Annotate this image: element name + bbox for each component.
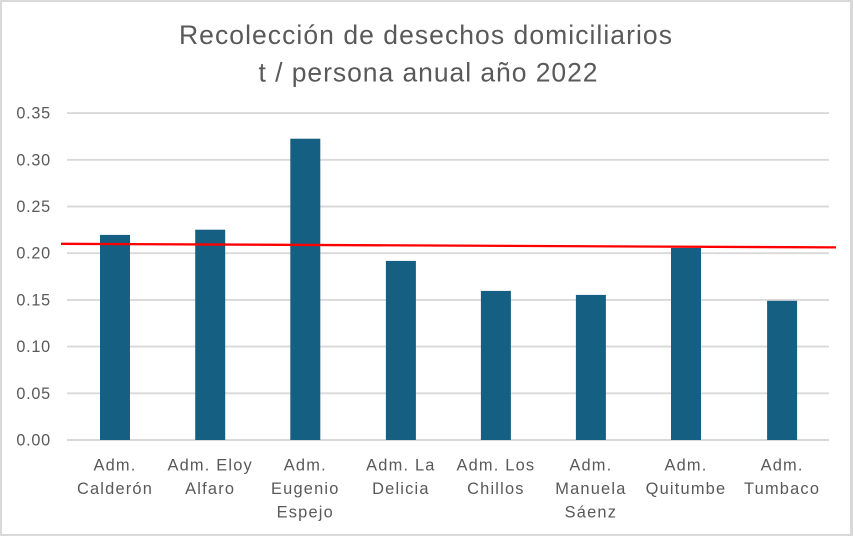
svg-text:0.10: 0.10 bbox=[16, 338, 51, 356]
svg-text:0.15: 0.15 bbox=[16, 291, 51, 309]
svg-text:Adm.Calderón: Adm. Calderón bbox=[77, 457, 153, 498]
svg-text:0.05: 0.05 bbox=[16, 385, 51, 403]
svg-text:0.25: 0.25 bbox=[16, 198, 51, 216]
svg-text:t / persona anual año 2022: t / persona anual año 2022 bbox=[258, 58, 598, 88]
svg-text:0.30: 0.30 bbox=[16, 151, 51, 169]
svg-text:Adm.Tumbaco: Adm. Tumbaco bbox=[744, 457, 820, 498]
svg-text:Recolección de desechos domici: Recolección de desechos domiciliarios bbox=[179, 20, 673, 50]
svg-text:Adm.Quitumbe: Adm. Quitumbe bbox=[646, 457, 727, 498]
svg-text:0.35: 0.35 bbox=[16, 105, 51, 123]
svg-text:0.20: 0.20 bbox=[16, 245, 51, 263]
svg-text:0.00: 0.00 bbox=[16, 432, 51, 450]
